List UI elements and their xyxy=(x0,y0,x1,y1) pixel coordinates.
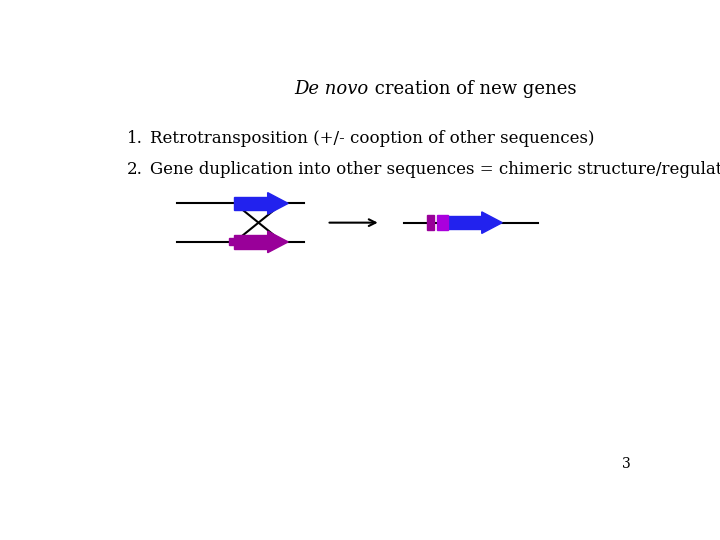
Polygon shape xyxy=(482,212,503,233)
Polygon shape xyxy=(268,193,288,214)
Polygon shape xyxy=(268,231,288,253)
Text: creation of new genes: creation of new genes xyxy=(369,80,577,98)
Bar xyxy=(427,215,434,231)
Bar xyxy=(437,215,448,231)
Text: Gene duplication into other sequences = chimeric structure/regulation: Gene duplication into other sequences = … xyxy=(150,161,720,178)
Bar xyxy=(234,235,268,248)
Bar xyxy=(229,239,235,245)
Text: 3: 3 xyxy=(622,457,631,471)
Bar xyxy=(449,216,482,229)
Text: Retrotransposition (+/- cooption of other sequences): Retrotransposition (+/- cooption of othe… xyxy=(150,130,594,147)
Text: De novo: De novo xyxy=(294,80,369,98)
Bar xyxy=(234,197,268,210)
Text: 2.: 2. xyxy=(127,161,143,178)
Text: 1.: 1. xyxy=(127,130,143,147)
